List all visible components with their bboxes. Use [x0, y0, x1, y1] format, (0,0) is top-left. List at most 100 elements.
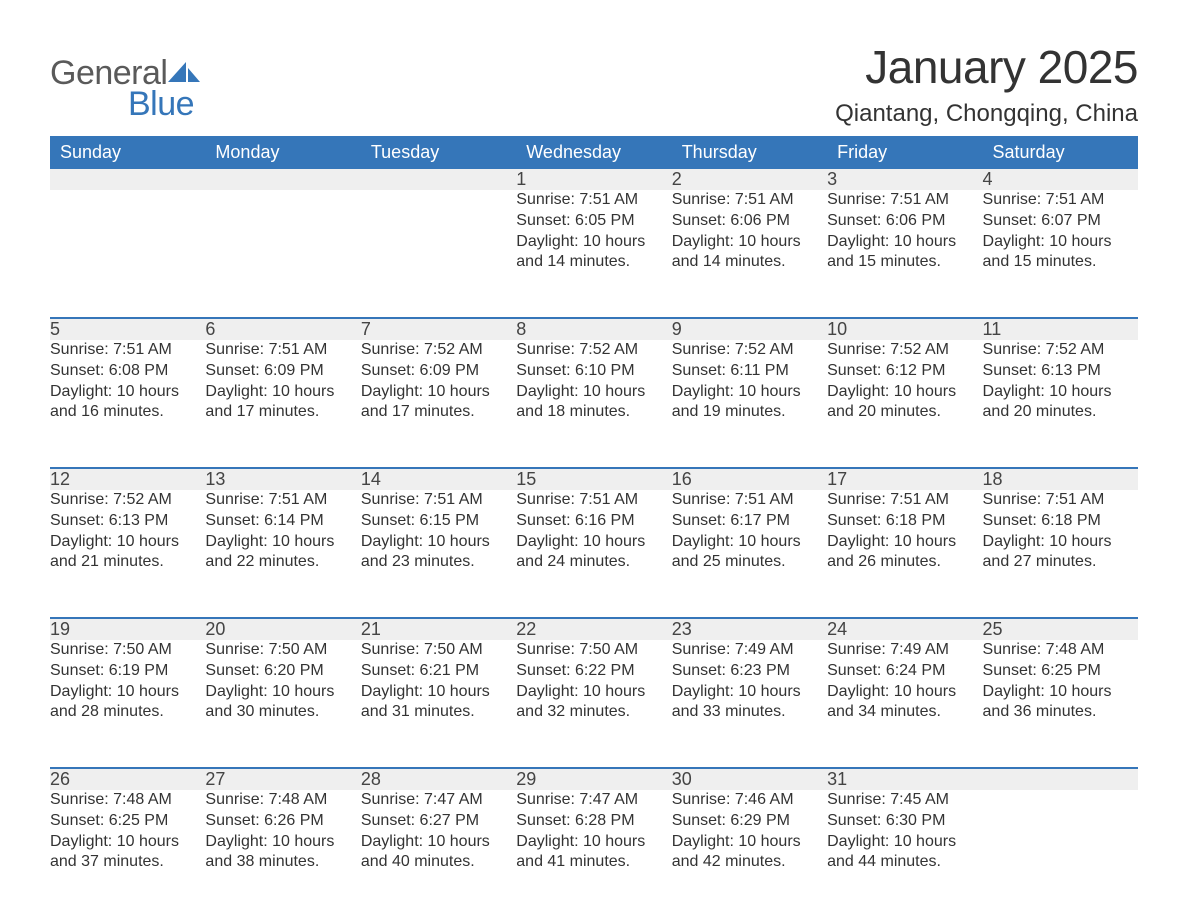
sunrise-text: Sunrise: 7:49 AM: [672, 640, 827, 661]
sunset-text: Sunset: 6:19 PM: [50, 661, 205, 682]
sunrise-text: Sunrise: 7:51 AM: [983, 490, 1138, 511]
day-info-cell: Sunrise: 7:48 AMSunset: 6:25 PMDaylight:…: [983, 640, 1138, 768]
daylight2-text: and 41 minutes.: [516, 852, 671, 873]
daylight1-text: Daylight: 10 hours: [827, 832, 982, 853]
sunset-text: Sunset: 6:15 PM: [361, 511, 516, 532]
daylight1-text: Daylight: 10 hours: [983, 382, 1138, 403]
sunset-text: Sunset: 6:12 PM: [827, 361, 982, 382]
daylight2-text: and 15 minutes.: [983, 252, 1138, 273]
daylight1-text: Daylight: 10 hours: [205, 382, 360, 403]
daylight1-text: Daylight: 10 hours: [827, 232, 982, 253]
sunrise-text: Sunrise: 7:52 AM: [983, 340, 1138, 361]
daylight1-text: Daylight: 10 hours: [361, 682, 516, 703]
day-info-cell: Sunrise: 7:51 AMSunset: 6:08 PMDaylight:…: [50, 340, 205, 468]
daylight1-text: Daylight: 10 hours: [516, 682, 671, 703]
day-info-cell: Sunrise: 7:49 AMSunset: 6:24 PMDaylight:…: [827, 640, 982, 768]
daylight1-text: Daylight: 10 hours: [50, 682, 205, 703]
sunset-text: Sunset: 6:17 PM: [672, 511, 827, 532]
day-info-cell: [983, 790, 1138, 918]
calendar-table: Sunday Monday Tuesday Wednesday Thursday…: [50, 136, 1138, 918]
daylight2-text: and 44 minutes.: [827, 852, 982, 873]
day-number-cell: 1: [516, 169, 671, 190]
daylight1-text: Daylight: 10 hours: [361, 532, 516, 553]
day-number-cell: 30: [672, 768, 827, 790]
sunset-text: Sunset: 6:13 PM: [50, 511, 205, 532]
logo: General Blue: [50, 54, 200, 124]
daylight1-text: Daylight: 10 hours: [827, 382, 982, 403]
sunset-text: Sunset: 6:14 PM: [205, 511, 360, 532]
daylight1-text: Daylight: 10 hours: [516, 382, 671, 403]
daylight2-text: and 25 minutes.: [672, 552, 827, 573]
weekday-header-row: Sunday Monday Tuesday Wednesday Thursday…: [50, 136, 1138, 169]
day-number-cell: 11: [983, 318, 1138, 340]
sunset-text: Sunset: 6:09 PM: [361, 361, 516, 382]
daylight2-text: and 18 minutes.: [516, 402, 671, 423]
sunset-text: Sunset: 6:21 PM: [361, 661, 516, 682]
sunset-text: Sunset: 6:05 PM: [516, 211, 671, 232]
day-number-cell: 25: [983, 618, 1138, 640]
day-info-cell: Sunrise: 7:50 AMSunset: 6:20 PMDaylight:…: [205, 640, 360, 768]
day-number-cell: 28: [361, 768, 516, 790]
daylight1-text: Daylight: 10 hours: [205, 832, 360, 853]
day-number-cell: 7: [361, 318, 516, 340]
day-info-cell: [50, 190, 205, 318]
day-info-cell: Sunrise: 7:52 AMSunset: 6:09 PMDaylight:…: [361, 340, 516, 468]
daylight1-text: Daylight: 10 hours: [983, 682, 1138, 703]
sunrise-text: Sunrise: 7:49 AM: [827, 640, 982, 661]
daylight2-text: and 27 minutes.: [983, 552, 1138, 573]
day-number-cell: 10: [827, 318, 982, 340]
daylight2-text: and 20 minutes.: [827, 402, 982, 423]
title-block: January 2025 Qiantang, Chongqing, China: [835, 40, 1138, 128]
day-number-cell: 22: [516, 618, 671, 640]
daylight1-text: Daylight: 10 hours: [672, 832, 827, 853]
logo-text-blue: Blue: [128, 85, 194, 123]
day-info-cell: Sunrise: 7:50 AMSunset: 6:22 PMDaylight:…: [516, 640, 671, 768]
sunrise-text: Sunrise: 7:46 AM: [672, 790, 827, 811]
day-number-cell: [205, 169, 360, 190]
day-number-cell: 4: [983, 169, 1138, 190]
day-info-cell: Sunrise: 7:52 AMSunset: 6:13 PMDaylight:…: [983, 340, 1138, 468]
info-row: Sunrise: 7:51 AMSunset: 6:08 PMDaylight:…: [50, 340, 1138, 468]
daylight1-text: Daylight: 10 hours: [205, 532, 360, 553]
day-info-cell: Sunrise: 7:48 AMSunset: 6:26 PMDaylight:…: [205, 790, 360, 918]
daylight2-text: and 22 minutes.: [205, 552, 360, 573]
sunrise-text: Sunrise: 7:47 AM: [361, 790, 516, 811]
sunset-text: Sunset: 6:10 PM: [516, 361, 671, 382]
sunset-text: Sunset: 6:27 PM: [361, 811, 516, 832]
day-number-cell: 14: [361, 468, 516, 490]
day-number-cell: [361, 169, 516, 190]
day-info-cell: Sunrise: 7:52 AMSunset: 6:13 PMDaylight:…: [50, 490, 205, 618]
day-info-cell: Sunrise: 7:51 AMSunset: 6:07 PMDaylight:…: [983, 190, 1138, 318]
day-number-cell: [983, 768, 1138, 790]
day-info-cell: Sunrise: 7:51 AMSunset: 6:06 PMDaylight:…: [827, 190, 982, 318]
info-row: Sunrise: 7:51 AMSunset: 6:05 PM Daylight:…: [50, 190, 1138, 318]
daylight2-text: and 26 minutes.: [827, 552, 982, 573]
day-info-cell: Sunrise: 7:47 AMSunset: 6:28 PMDaylight:…: [516, 790, 671, 918]
daynum-row: 567891011: [50, 318, 1138, 340]
daylight2-text: and 17 minutes.: [361, 402, 516, 423]
daylight2-text: and 38 minutes.: [205, 852, 360, 873]
day-info-cell: Sunrise: 7:51 AMSunset: 6:06 PMDaylight:…: [672, 190, 827, 318]
sunset-text: Sunset: 6:16 PM: [516, 511, 671, 532]
sunset-text: Sunset: 6:07 PM: [983, 211, 1138, 232]
day-info-cell: Sunrise: 7:49 AMSunset: 6:23 PMDaylight:…: [672, 640, 827, 768]
day-info-cell: Sunrise: 7:45 AMSunset: 6:30 PMDaylight:…: [827, 790, 982, 918]
daynum-row: 1234: [50, 169, 1138, 190]
daylight1-text: Daylight: 10 hours: [672, 532, 827, 553]
daylight2-text: and 24 minutes.: [516, 552, 671, 573]
sunrise-text: Sunrise: 7:47 AM: [516, 790, 671, 811]
sunset-text: Sunset: 6:09 PM: [205, 361, 360, 382]
day-number-cell: 29: [516, 768, 671, 790]
day-info-cell: Sunrise: 7:48 AMSunset: 6:25 PMDaylight:…: [50, 790, 205, 918]
sunset-text: Sunset: 6:08 PM: [50, 361, 205, 382]
daylight2-text: and 37 minutes.: [50, 852, 205, 873]
sunrise-text: Sunrise: 7:51 AM: [516, 190, 671, 211]
sunrise-text: Sunrise: 7:48 AM: [50, 790, 205, 811]
day-info-cell: [205, 190, 360, 318]
daylight1-text: Daylight: 10 hours: [672, 682, 827, 703]
daylight2-text: and 23 minutes.: [361, 552, 516, 573]
sunset-text: Sunset: 6:06 PM: [827, 211, 982, 232]
day-info-cell: Sunrise: 7:51 AMSunset: 6:05 PMDaylight:…: [516, 190, 671, 318]
sunset-text: Sunset: 6:26 PM: [205, 811, 360, 832]
sunrise-text: Sunrise: 7:52 AM: [50, 490, 205, 511]
